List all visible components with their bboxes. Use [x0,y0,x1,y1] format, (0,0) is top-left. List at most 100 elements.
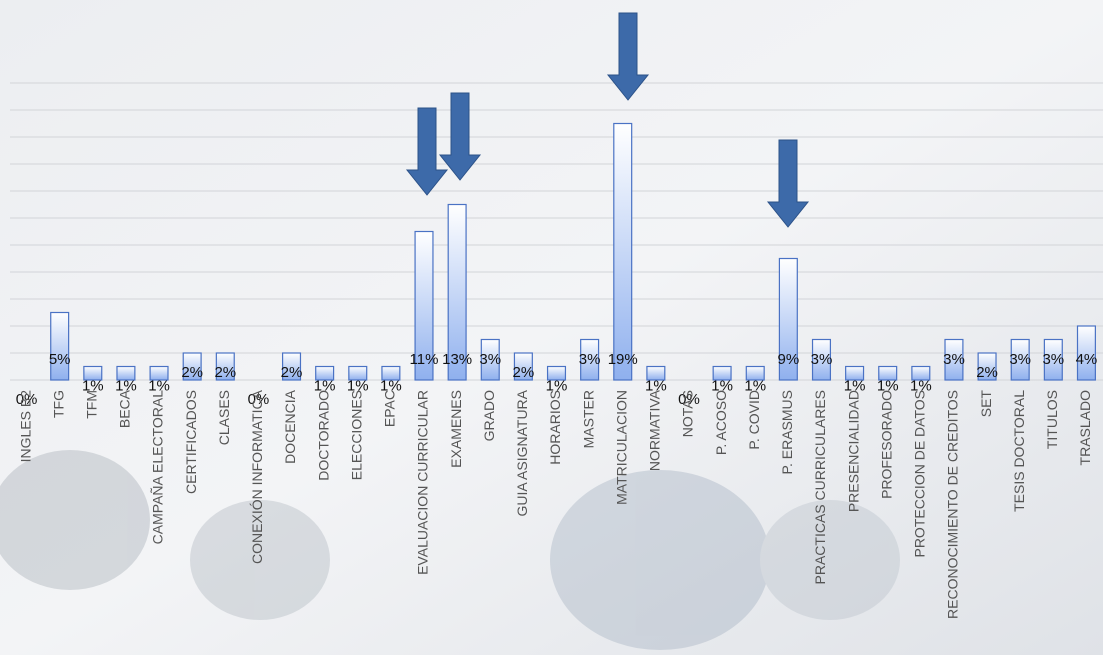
data-label: 1% [877,377,899,394]
x-tick-label: DOCTORADO [315,390,331,481]
bar [480,338,500,381]
bar [712,365,732,381]
x-tick-label: DOCENCIA [282,389,298,464]
bar [977,352,997,381]
data-label: 1% [910,377,932,394]
bar [911,365,931,381]
bar [348,365,368,381]
bar [83,365,103,381]
data-label: 13% [442,351,472,368]
x-tick-label: BECA [117,389,133,428]
data-label: 2% [281,364,303,381]
x-tick-label: GRADO [481,390,497,441]
x-tick-label: CAMPAÑA ELECTORAL [150,390,166,545]
data-label: 0% [248,391,270,408]
bar [878,365,898,381]
bar [281,352,302,381]
x-tick-label: EVALUACION CURRICULAR [415,390,431,575]
data-label: 3% [811,351,833,368]
data-label: 0% [678,391,700,408]
x-tick-label: EPAC [382,390,398,427]
data-label: 3% [943,351,965,368]
bar [845,365,865,381]
bar [215,352,235,381]
data-label: 1% [711,377,733,394]
x-tick-label: ELECCIONES [348,390,364,480]
data-label: 1% [314,377,336,394]
data-label: 1% [744,377,766,394]
data-label: 2% [513,364,535,381]
x-tick-label: PROFESORADO [878,390,894,499]
bar [944,338,964,381]
data-label: 3% [1042,351,1064,368]
x-tick-label: MATRICULACION [613,390,629,505]
x-tick-label: PRACTICAS CURRICULARES [812,390,828,584]
x-tick-label: RECONOCIMIENTO DE CREDITOS [945,390,961,619]
bar [646,365,666,381]
data-label: 1% [82,377,104,394]
bar [116,365,136,381]
x-tick-label: INGLES B2 [17,390,33,463]
data-label: 1% [546,377,568,394]
x-tick-label: P. ACOSO [713,390,729,455]
data-label: 11% [410,351,439,368]
x-tick-label: P. COVID [746,390,762,450]
bar [745,365,765,381]
x-tick-label: CONEXIÓN INFORMATICA [249,389,265,564]
data-label: 0% [16,391,38,408]
bar [381,365,401,381]
x-tick-label: NOTAS [680,390,696,437]
data-label: 1% [347,377,369,394]
bar [546,365,567,381]
x-tick-label: EXAMENES [448,390,464,468]
x-tick-label: TESIS DOCTORAL [1011,390,1027,512]
bar [613,122,633,381]
bar [811,338,832,381]
bar [580,338,600,381]
data-label: 4% [1076,351,1098,368]
data-label: 2% [181,364,203,381]
bar [414,230,434,381]
bar [149,365,169,381]
data-label: 1% [844,377,866,394]
x-tick-label: HORARIOS [547,390,563,465]
x-tick-label: CLASES [216,390,232,445]
data-label: 5% [49,351,71,368]
background-photo [0,450,900,650]
data-label: 1% [148,377,170,394]
data-label: 2% [976,364,998,381]
data-label: 1% [645,377,667,394]
bar [513,352,533,381]
bar [447,203,467,381]
x-tick-label: TFM [84,390,100,419]
data-label: 2% [214,364,236,381]
bar [778,257,798,381]
bar [1010,338,1030,381]
bar [50,311,70,381]
x-tick-label: CERTIFICADOS [183,390,199,494]
x-tick-label: PROTECCION DE DATOS [912,390,928,558]
data-label: 19% [608,351,638,368]
data-label: 9% [778,351,800,368]
bar [182,352,202,381]
data-label: 3% [479,351,501,368]
arrows [405,12,810,228]
bar [315,365,335,381]
bar [1076,325,1096,381]
x-tick-label: NORMATIVA [647,389,663,471]
x-tick-label: TITULOS [1044,390,1060,449]
data-label: 1% [380,377,402,394]
x-tick-label: P. ERASMUS [779,390,795,475]
x-tick-label: MASTER [580,390,596,448]
bar [1043,338,1063,381]
x-tick-label: SET [978,390,994,418]
x-tick-label: TRASLADO [1077,390,1093,466]
data-label: 3% [579,351,601,368]
x-tick-label: PRESENCIALIDAD [845,390,861,512]
data-label: 3% [1009,351,1031,368]
data-label: 1% [115,377,137,394]
x-tick-label: GUIA ASIGNATURA [514,389,530,516]
x-tick-label: TFG [50,390,66,418]
